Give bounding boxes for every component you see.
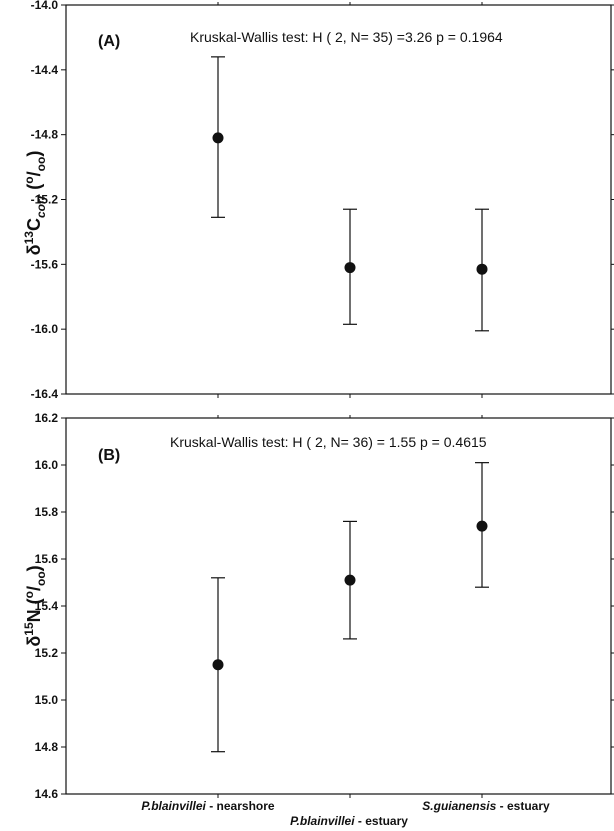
y-tick-label-a-1: -14.4 [31, 63, 59, 77]
panel-a-frame [65, 4, 612, 395]
data-point-a-1 [344, 262, 356, 274]
ylabel-a-slash: / [24, 171, 44, 176]
x-label-nearshore: P.blainvillei - nearshore [141, 799, 275, 813]
ylabel-a-close: ) [24, 151, 44, 157]
x-label-estuary: P.blainvillei - estuary [290, 814, 408, 828]
panel-a-stat-annotation: Kruskal-Wallis test: H ( 2, N= 35) =3.26… [190, 29, 503, 45]
data-point-a-2 [476, 263, 488, 275]
ylabel-a-open: ( [24, 184, 44, 195]
x-label-sguianensis: S.guianensis - estuary [422, 799, 550, 813]
y-tick-label-a-4: -15.6 [31, 257, 59, 271]
y-tick-label-a-0: -14.0 [31, 0, 59, 12]
ylabel-b-oo: oo [34, 571, 48, 586]
ylabel-a-oo: oo [34, 157, 48, 172]
ylabel-b-close: ) [24, 565, 44, 571]
ylabel-a-element: C [24, 218, 44, 231]
panel-a: (A) Kruskal-Wallis test: H ( 2, N= 35) =… [22, 0, 614, 401]
ylabel-b-open: ( [24, 598, 44, 609]
y-tick-label-b-8: 14.6 [35, 787, 59, 801]
data-point-a-0 [212, 132, 224, 144]
ylabel-b-sup: 15 [22, 622, 36, 636]
ylabel-a-sub: corr [34, 193, 48, 218]
panel-b: (B) Kruskal-Wallis test: H ( 2, N= 36) =… [22, 411, 614, 801]
y-tick-label-b-5: 15.2 [35, 646, 59, 660]
y-tick-label-b-7: 14.8 [35, 740, 59, 754]
ylabel-b-element: N [24, 609, 44, 622]
y-tick-label-a-5: -16.0 [31, 322, 59, 336]
ylabel-b-o: o [22, 591, 36, 598]
y-tick-label-b-1: 16.0 [35, 458, 59, 472]
panel-b-ylabel: δ15N (o/oo) [22, 565, 48, 646]
data-point-b-0 [212, 659, 224, 671]
y-tick-label-b-6: 15.0 [35, 693, 59, 707]
data-point-b-2 [476, 520, 488, 532]
ylabel-b-slash: / [24, 586, 44, 591]
y-tick-label-a-6: -16.4 [31, 387, 59, 401]
y-tick-label-b-4: 15.4 [35, 599, 59, 613]
y-tick-label-a-2: -14.8 [31, 128, 59, 142]
ylabel-a-delta: δ [24, 244, 44, 255]
y-tick-label-b-2: 15.8 [35, 505, 59, 519]
ylabel-a-sup: 13 [22, 231, 36, 245]
x-axis-labels: P.blainvillei - nearshore S.guianensis -… [141, 799, 550, 828]
ylabel-b-delta: δ [24, 636, 44, 647]
panel-a-ylabel: δ13Ccorr (o/oo) [22, 151, 48, 256]
ylabel-a-o: o [22, 176, 36, 183]
panel-a-label: (A) [98, 33, 120, 50]
y-tick-label-b-0: 16.2 [35, 411, 59, 425]
y-tick-label-a-3: -15.2 [31, 193, 59, 207]
panel-b-frame [65, 417, 612, 795]
y-tick-label-b-3: 15.6 [35, 552, 59, 566]
data-point-b-1 [344, 574, 356, 586]
panel-b-label: (B) [98, 447, 120, 464]
panel-b-stat-annotation: Kruskal-Wallis test: H ( 2, N= 36) = 1.5… [170, 434, 487, 450]
